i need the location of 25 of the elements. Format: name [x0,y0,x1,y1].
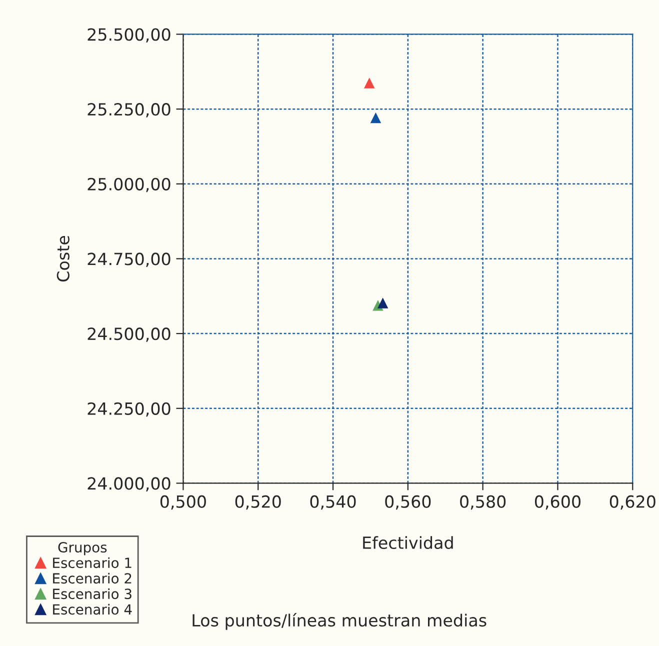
point [364,78,375,88]
y-tick-label: 24.500,00 [88,328,170,342]
x-tick-label: 0,560 [385,495,431,510]
y-axis-title: Coste [56,236,70,282]
y-tick-label: 24.250,00 [88,402,170,417]
x-tick-label: 0,520 [235,495,281,510]
y-tick-label: 25.000,00 [88,178,170,192]
y-tick-label: 25.500,00 [88,28,170,43]
x-tick-label: 0,500 [160,495,206,510]
x-tick-label: 0,540 [310,495,356,510]
x-axis-title: Efectividad [363,536,453,550]
legend-label: Escenario 1 [53,557,132,568]
x-tick-label: 0,620 [610,495,656,510]
text: Los puntos/líneas muestran medias [192,613,486,630]
legend-label: Escenario 3 [53,588,132,600]
legend-title: Grupos [58,542,107,556]
x-tick-label: 0,580 [460,495,506,510]
point [377,298,388,308]
point [370,112,382,124]
y-tick-label: 25.250,00 [88,103,170,118]
x-tick-label: 0,600 [534,495,580,510]
y-tick-label: 24.750,00 [88,252,170,267]
y-tick-label: 24.000,00 [88,477,170,492]
legend-label: Escenario 4 [53,604,132,615]
legend-label: Escenario 2 [53,572,132,584]
